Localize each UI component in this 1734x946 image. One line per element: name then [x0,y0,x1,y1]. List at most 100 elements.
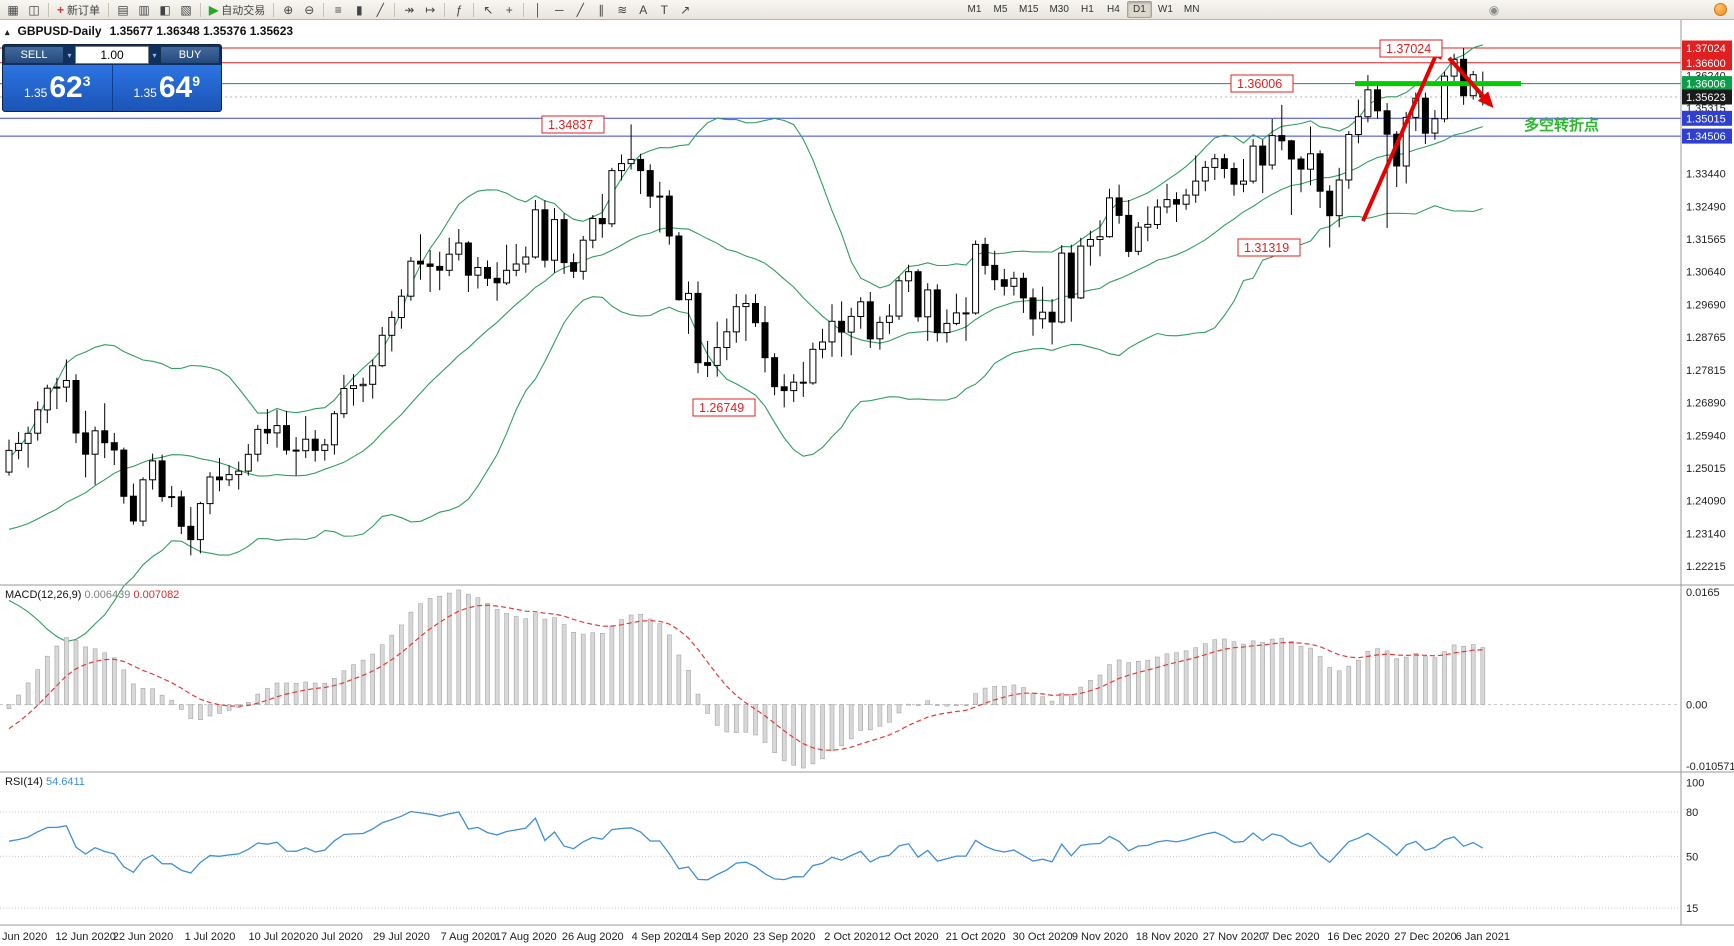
svg-text:1.25015: 1.25015 [1686,463,1726,475]
buy-price-big: 64 [158,71,193,104]
zoom-in-icon[interactable]: ⊕ [278,1,298,18]
notification-icon[interactable] [1714,3,1727,16]
cursor-icon-glyph: ↖ [483,2,494,17]
sell-price-display[interactable]: 1.35 62 3 [3,65,112,111]
new-order-button[interactable]: + 新订单 [53,1,104,18]
sell-dropdown-caret[interactable]: ▾ [67,50,72,60]
macd-panel: MACD(12,26,9) 0.006439 0.007082 0.0165 0.0… [0,587,1734,773]
timeframe-M15[interactable]: M15 [1019,4,1039,15]
timeframe-M30[interactable]: M30 [1049,4,1069,15]
zoom-out-icon[interactable]: ⊖ [299,1,319,18]
svg-text:20 Jul 2020: 20 Jul 2020 [306,931,363,943]
timeframe-D1[interactable]: D1 [1126,1,1152,18]
autotrading-button-label: 自动交易 [221,4,266,17]
bar-chart-icon-glyph: ≡ [334,2,342,17]
arrows-icon-glyph: ↗ [680,2,691,17]
toolbar-separator [48,2,49,17]
vertical-line-icon[interactable]: │ [528,1,548,18]
new-chart-icon[interactable]: ▦ [3,1,23,18]
chart-title: ▴ GBPUSD-Daily 1.35677 1.36348 1.35376 1… [5,24,293,38]
cursor-icon[interactable]: ↖ [478,1,498,18]
line-chart-icon[interactable]: ╱ [370,1,390,18]
timeframe-W1[interactable]: W1 [1157,4,1173,15]
fibonacci-icon[interactable]: ≋ [612,1,632,18]
toolbar-separator [473,2,475,17]
svg-text:1.33440: 1.33440 [1686,168,1726,180]
timeframe-H4[interactable]: H4 [1107,4,1120,15]
vertical-line-icon-glyph: │ [534,2,543,17]
terminal-icon-glyph: ▧ [180,2,192,17]
symbol-marker-icon: ▴ [5,27,10,37]
svg-text:18 Nov 2020: 18 Nov 2020 [1136,931,1198,943]
candles [5,48,1487,556]
svg-text:7 Dec 2020: 7 Dec 2020 [1263,931,1319,943]
trendline-icon-glyph: ╱ [576,2,584,17]
indicators-icon[interactable]: ƒ [449,1,469,18]
trade-controls-row: SELL ▾ ▾ BUY [3,45,221,65]
data-window-icon-glyph: ▥ [138,2,150,17]
autotrading-button[interactable]: ▶ 自动交易 [205,1,269,18]
text-icon[interactable]: A [633,1,653,18]
buy-dropdown-caret[interactable]: ▾ [152,50,157,60]
timeframe-MN[interactable]: MN [1183,4,1200,15]
trendline-icon[interactable]: ╱ [570,1,590,18]
timeframe-M5[interactable]: M5 [993,4,1008,15]
svg-text:1 Jul 2020: 1 Jul 2020 [185,931,236,943]
data-window-icon[interactable]: ▥ [134,1,154,18]
macd-signal-line [8,604,1483,751]
line-chart-icon-glyph: ╱ [376,2,384,17]
annotations[interactable]: 1.37024 1.36006 1.34837 1.31319 1.26749 多空转折点 [541,39,1599,417]
price-divider [111,65,113,111]
auto-scroll-icon[interactable]: ↠ [399,1,419,18]
bb-middle [8,126,1483,530]
toolbar-buttons: ▦ ◫ + 新订单 ▤ ▥ ◧ ▧ ▶ 自动交易 ⊕ ⊖ ≡ ▮ ╱ ↠ ↦ ƒ ↖ + │ ─ ╱ ∥ ≋ A T ↗ [3,1,695,18]
terminal-icon[interactable]: ▧ [176,1,196,18]
new-order-glyph: + [57,2,65,17]
arrows-icon[interactable]: ↗ [675,1,695,18]
svg-text:1.37024: 1.37024 [1386,42,1431,56]
svg-text:1.36006: 1.36006 [1237,77,1282,91]
svg-text:27 Nov 2020: 27 Nov 2020 [1203,931,1265,943]
svg-text:100: 100 [1686,777,1704,789]
community-icon[interactable]: ◉ [1488,2,1500,17]
chart-canvas[interactable]: 1.37024 1.36006 1.34837 1.31319 1.26749 多空转折点… [0,20,1734,946]
horizontal-line-icon[interactable]: ─ [549,1,569,18]
candlestick-chart-icon[interactable]: ▮ [349,1,369,18]
profiles-icon[interactable]: ◫ [24,1,44,18]
timeframe-H1[interactable]: H1 [1081,4,1094,15]
channel-icon-glyph: ∥ [598,2,605,17]
horizontal-line-icon-glyph: ─ [554,2,564,17]
price-label: 1.31319 [1237,238,1301,257]
toolbar-separator [108,2,110,17]
buy-price-display[interactable]: 1.35 64 9 [113,65,222,111]
sell-button[interactable]: SELL [4,46,64,64]
bar-chart-icon[interactable]: ≡ [328,1,348,18]
crosshair-icon[interactable]: + [499,1,519,18]
toolbar: ▦ ◫ + 新订单 ▤ ▥ ◧ ▧ ▶ 自动交易 ⊕ ⊖ ≡ ▮ ╱ ↠ ↦ ƒ ↖ + │ ─ ╱ ∥ ≋ A T ↗ M1 M5 M1… [0,0,1734,20]
svg-text:6 Jan 2021: 6 Jan 2021 [1456,931,1510,943]
channel-icon[interactable]: ∥ [591,1,611,18]
macd-label: MACD(12,26,9) 0.006439 0.007082 [5,589,179,601]
svg-text:29 Jul 2020: 29 Jul 2020 [373,931,430,943]
svg-text:1.36600: 1.36600 [1686,58,1726,70]
toolbar-separator [273,2,275,17]
toolbar-separator [523,2,525,17]
buy-button[interactable]: BUY [160,46,220,64]
market-watch-icon[interactable]: ▤ [113,1,133,18]
svg-text:80: 80 [1686,807,1698,819]
chart-shift-icon[interactable]: ↦ [420,1,440,18]
price-axis-badge: 1.36006 [1682,76,1732,92]
panel-separators [0,20,1734,926]
svg-text:10 Jul 2020: 10 Jul 2020 [249,931,306,943]
timeframe-M1[interactable]: M1 [967,4,982,15]
text-label-icon[interactable]: T [654,1,674,18]
navigator-icon[interactable]: ◧ [155,1,175,18]
svg-text:14 Sep 2020: 14 Sep 2020 [686,931,748,943]
zoom-out-icon-glyph: ⊖ [304,2,315,17]
zoom-in-icon-glyph: ⊕ [283,2,294,17]
svg-text:12 Oct 2020: 12 Oct 2020 [879,931,939,943]
svg-text:1.27815: 1.27815 [1686,365,1726,377]
fibonacci-icon-glyph: ≋ [617,2,628,17]
volume-input[interactable] [75,46,149,64]
